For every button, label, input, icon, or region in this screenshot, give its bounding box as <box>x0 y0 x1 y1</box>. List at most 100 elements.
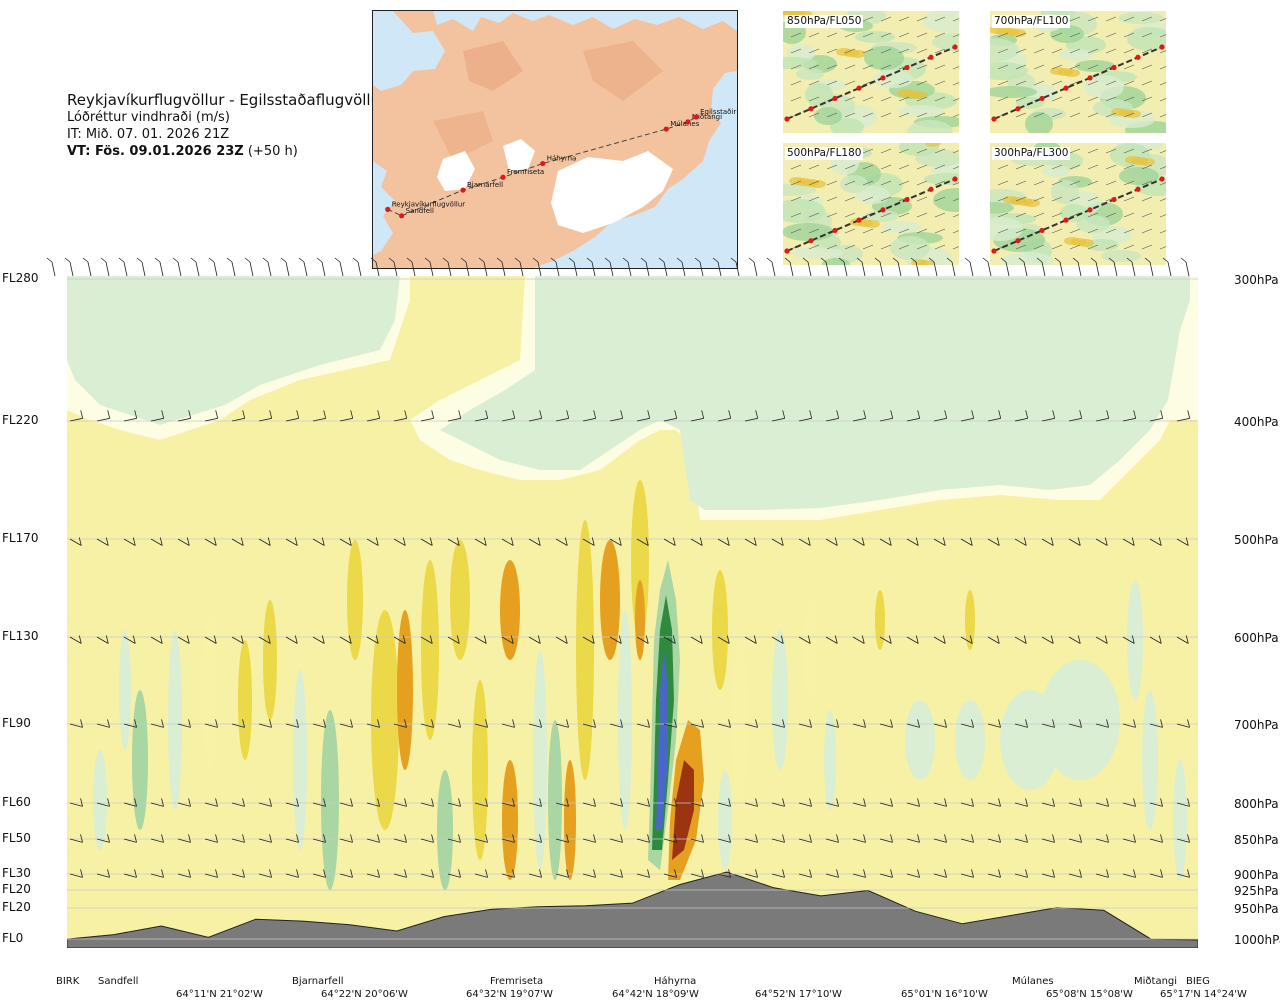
wind-barb <box>609 838 623 843</box>
wind-barb-flag <box>674 834 677 843</box>
top-wind-barb <box>1167 261 1172 277</box>
wind-barb <box>717 723 731 728</box>
wind-barb-flag <box>1052 410 1056 419</box>
mini-wind-barb <box>880 228 892 234</box>
top-wind-barb-flag <box>964 257 971 263</box>
wind-barb-flag <box>1104 635 1108 644</box>
wind-barb <box>231 417 245 422</box>
wind-barb-flag <box>782 719 785 728</box>
mini-wind-barb <box>1123 16 1135 22</box>
wind-barb <box>204 873 218 878</box>
wind-barb <box>960 802 974 807</box>
mini-wind-barb <box>808 48 820 54</box>
wind-barb <box>528 723 542 728</box>
mini-wind-barb <box>1159 98 1166 102</box>
wind-barb-flag <box>1079 410 1083 419</box>
pressure-level-label: 600hPa <box>1234 631 1279 645</box>
wind-barb-flag <box>215 834 218 843</box>
mini-wind-barb <box>862 32 874 38</box>
wind-barb <box>933 417 947 422</box>
mini-wind-barb <box>1069 244 1081 250</box>
top-wind-barb-flag <box>154 257 161 263</box>
mini-wind-barb <box>1069 148 1081 154</box>
mini-wind-barb <box>880 112 892 118</box>
top-wind-barb <box>267 261 272 277</box>
wind-barb <box>501 838 515 843</box>
wind-barb <box>744 636 757 644</box>
wind-barb-flag <box>969 635 973 644</box>
mini-wind-barb <box>898 48 910 54</box>
wind-barb <box>1176 723 1190 728</box>
mini-wind-barb <box>790 164 802 170</box>
wind-barb-flag <box>942 635 946 644</box>
mini-map-500: 500hPa/FL180 <box>783 143 959 265</box>
wind-barb-flag <box>80 719 83 728</box>
wind-barb-flag <box>1106 869 1109 878</box>
mini-wind-barb <box>1105 96 1117 102</box>
wind-barb <box>1149 838 1163 843</box>
wind-barb-flag <box>402 635 406 644</box>
wind-barb-flag <box>1160 410 1164 419</box>
wind-barb <box>1068 802 1082 807</box>
wind-barb <box>717 802 731 807</box>
wind-barb <box>825 636 838 644</box>
flight-level-label: FL60 <box>2 795 31 809</box>
waypoint-label: Fremriseta <box>507 168 544 176</box>
wind-barb <box>636 636 649 644</box>
wind-barb <box>177 723 191 728</box>
mini-wind-barb <box>952 214 959 218</box>
wind-barb-flag <box>159 635 163 644</box>
flight-level-label: FL20 <box>2 882 31 896</box>
wind-barb-flag <box>161 410 165 419</box>
wind-barb-flag <box>1025 410 1029 419</box>
mini-field-blob <box>1010 29 1026 37</box>
mini-wind-barb <box>790 180 802 186</box>
mini-wind-barb <box>934 180 946 186</box>
wind-barb-flag <box>161 798 164 807</box>
flight-level-label: FL130 <box>2 629 39 643</box>
wind-barb-flag <box>215 719 218 728</box>
wind-barb-flag <box>1187 869 1190 878</box>
mini-wind-barb <box>1123 212 1135 218</box>
mini-route-point <box>856 85 862 91</box>
mini-field-blob <box>990 62 1028 80</box>
wind-barb-flag <box>753 635 757 644</box>
top-wind-barb-flag <box>118 257 125 263</box>
mini-wind-barb <box>1087 16 1099 22</box>
waypoint-label: Sandfell <box>406 207 434 215</box>
route-title: Reykjavíkurflugvöllur - Egilsstaðaflugvö… <box>67 91 387 109</box>
wind-barb-flag <box>809 798 812 807</box>
wind-barb-flag <box>377 798 380 807</box>
wind-barb-flag <box>564 635 568 644</box>
wind-barb <box>447 636 460 644</box>
top-wind-barb-flag <box>64 257 71 263</box>
top-wind-barb-flag <box>298 257 305 263</box>
wind-barb-flag <box>485 798 488 807</box>
mini-field-blob <box>1051 180 1079 204</box>
mini-wind-barb <box>826 64 838 70</box>
mini-wind-barb <box>898 80 910 86</box>
wind-barb-flag <box>539 869 542 878</box>
mini-wind-barb <box>1123 48 1135 54</box>
mini-wind-barb <box>1105 212 1117 218</box>
mini-field-blob <box>1042 165 1070 177</box>
mini-wind-barb <box>1051 164 1063 170</box>
top-wind-barb <box>195 261 200 277</box>
wind-barb <box>906 838 920 843</box>
mini-wind-barb <box>898 16 910 22</box>
wind-barb <box>258 723 272 728</box>
wind-barb <box>771 838 785 843</box>
mini-wind-barb <box>1015 32 1027 38</box>
top-wind-barb <box>1185 261 1190 277</box>
wind-barb-flag <box>294 635 298 644</box>
wind-barb <box>123 538 136 546</box>
wind-barb <box>1014 538 1027 546</box>
mini-wind-barb <box>880 180 892 186</box>
vertical-motion-cell <box>202 610 218 770</box>
wind-barb-flag <box>836 834 839 843</box>
wind-barb <box>798 538 811 546</box>
wind-barb-flag <box>971 834 974 843</box>
wind-barb-flag <box>1079 869 1082 878</box>
wind-barb-flag <box>674 719 677 728</box>
wind-barb <box>717 873 731 878</box>
